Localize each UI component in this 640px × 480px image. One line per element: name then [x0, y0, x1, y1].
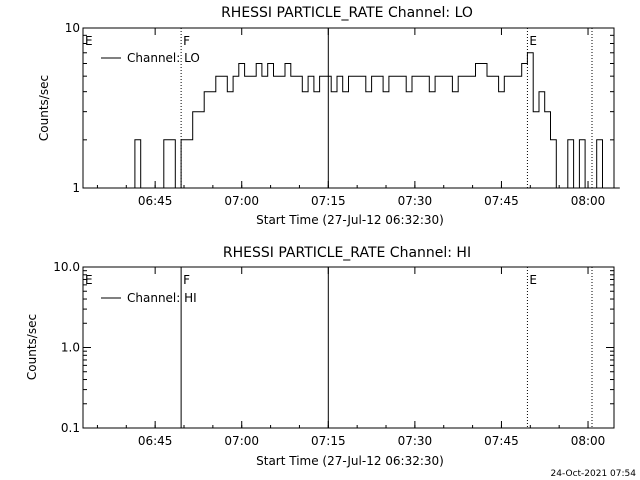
x-tick-label: 08:00	[571, 194, 606, 208]
x-axis-label: Start Time (27-Jul-12 06:32:30)	[256, 454, 444, 468]
x-tick-label: 07:00	[224, 194, 259, 208]
x-axis-label: Start Time (27-Jul-12 06:32:30)	[256, 213, 444, 227]
chart-title: RHESSI PARTICLE_RATE Channel: HI	[223, 245, 471, 261]
x-tick-label: 06:45	[138, 194, 173, 208]
y-axis-label: Counts/sec	[37, 75, 51, 141]
event-marker-label: E	[85, 34, 93, 48]
x-tick-label: 07:00	[224, 434, 259, 448]
x-tick-label: 07:15	[311, 434, 346, 448]
y-tick-label: 0.1	[61, 421, 80, 435]
event-marker-label: F	[183, 273, 190, 287]
footer-timestamp: 24-Oct-2021 07:54	[551, 469, 637, 479]
chart-panel-lo: RHESSI PARTICLE_RATE Channel: LO Start T…	[37, 5, 620, 227]
legend-label: Channel: LO	[127, 51, 200, 65]
x-tick-label: 07:45	[484, 434, 519, 448]
y-tick-label: 1	[72, 181, 80, 195]
x-tick-label: 08:00	[571, 434, 606, 448]
legend-label: Channel: HI	[127, 291, 197, 305]
x-tick-label: 07:30	[398, 434, 433, 448]
plot-frame	[82, 27, 615, 189]
event-marker-label: E	[529, 273, 537, 287]
y-tick-label: 10.0	[53, 260, 80, 274]
y-tick-label: 1.0	[61, 341, 80, 355]
x-tick-label: 07:30	[398, 194, 433, 208]
x-tick-label: 07:45	[484, 194, 519, 208]
event-marker-label: E	[529, 34, 537, 48]
chart-panel-hi: RHESSI PARTICLE_RATE Channel: HI Start T…	[25, 245, 615, 468]
y-axis-label: Counts/sec	[25, 314, 39, 380]
chart-title: RHESSI PARTICLE_RATE Channel: LO	[221, 5, 473, 21]
y-tick-label: 10	[65, 21, 80, 35]
event-marker-label: F	[183, 34, 190, 48]
event-marker-label: E	[85, 273, 93, 287]
x-tick-label: 07:15	[311, 194, 346, 208]
series-line	[83, 52, 620, 189]
x-tick-label: 06:45	[138, 434, 173, 448]
